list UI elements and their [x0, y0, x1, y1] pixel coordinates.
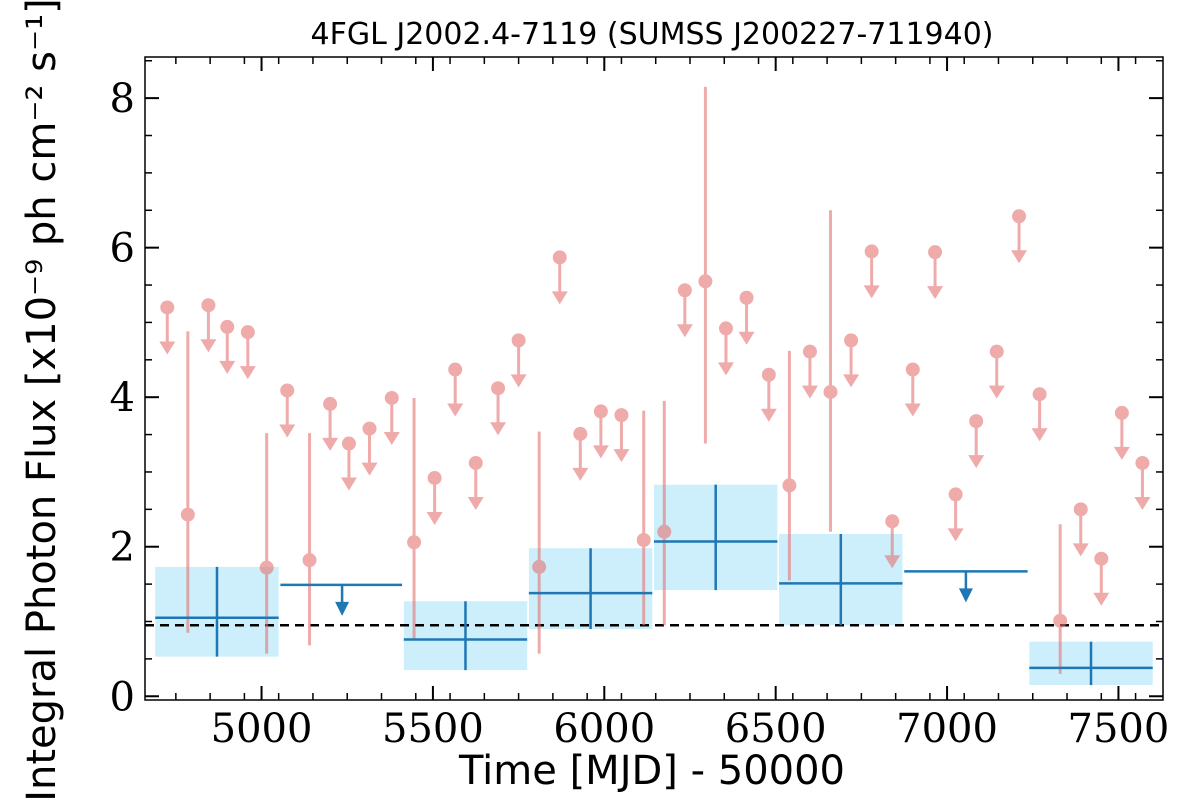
fine-upper-limit-arrow [863, 285, 880, 299]
fine-detection-point [180, 507, 195, 522]
y-tick-label: 4 [110, 375, 135, 421]
plot-frame [144, 56, 1164, 701]
fine-upper-limit-arrow [988, 385, 1005, 399]
chart-title: 4FGL J2002.4-7119 (SUMSS J200227-711940) [311, 17, 994, 52]
plot-area: 5000 5500 6000 6500 7000 7500 0 2 4 6 8 [110, 56, 1170, 752]
fine-upper-limit-arrow [383, 431, 400, 445]
fine-upper-limit-arrow [159, 341, 176, 355]
fine-upper-limit-arrow [968, 455, 985, 469]
fine-upper-limit-arrow [717, 362, 734, 376]
fine-upper-limit-arrow [947, 528, 964, 542]
fine-detection-point [823, 384, 838, 399]
x-tick-label: 6500 [725, 706, 827, 752]
fine-upper-limit-arrow [1134, 496, 1151, 510]
fine-detection-point [1053, 613, 1068, 628]
fine-upper-limit-arrow [510, 374, 527, 388]
fine-upper-limit-arrow [1072, 543, 1089, 557]
fine-upper-limit-arrow [447, 403, 464, 417]
coarse-upper-limit-arrow [335, 601, 350, 616]
fine-series [159, 86, 1151, 674]
fine-detection-point [657, 524, 672, 539]
fine-upper-limit-arrow [884, 555, 901, 569]
y-tick-label: 8 [110, 76, 135, 122]
fine-upper-limit-arrow [592, 445, 609, 459]
fine-upper-limit-arrow [572, 467, 589, 481]
fine-detection-point [259, 560, 274, 575]
fine-upper-limit-arrow [467, 496, 484, 510]
fine-upper-limit-arrow [340, 477, 357, 491]
fine-upper-limit-arrow [200, 339, 217, 353]
fine-detection-point [636, 532, 651, 547]
fine-upper-limit-arrow [1011, 250, 1028, 264]
fine-upper-limit-arrow [551, 291, 568, 305]
fine-upper-limit-arrow [1031, 428, 1048, 442]
fine-upper-limit-arrow [322, 437, 339, 451]
fine-upper-limit-arrow [361, 462, 378, 476]
coarse-upper-limit-arrow [958, 588, 973, 603]
fine-upper-limit-arrow [1093, 592, 1110, 606]
fine-detection-point [698, 274, 713, 289]
x-tick-label: 5000 [211, 706, 313, 752]
x-tick-label: 7500 [1068, 706, 1170, 752]
fine-upper-limit-arrow [279, 424, 296, 438]
fine-detection-point [782, 478, 797, 493]
fine-upper-limit-arrow [239, 366, 256, 380]
x-axis-label: Time [MJD] - 50000 [458, 748, 845, 794]
x-tick-label: 7000 [896, 706, 998, 752]
fine-upper-limit-arrow [760, 408, 777, 422]
fine-upper-limit-arrow [219, 360, 236, 374]
fine-upper-limit-point [928, 245, 943, 260]
fine-detection-point [407, 535, 422, 550]
y-axis-label: Integral Photon Flux [x10⁻⁹ ph cm⁻² s⁻¹] [19, 0, 65, 800]
x-tick-label: 5500 [382, 706, 484, 752]
y-tick-label: 0 [110, 674, 135, 720]
fine-upper-limit-arrow [738, 331, 755, 345]
fine-detection-point [302, 553, 317, 568]
fine-upper-limit-arrow [490, 422, 507, 436]
y-tick-label: 2 [110, 525, 135, 571]
fine-upper-limit-arrow [613, 449, 630, 463]
fine-upper-limit-arrow [676, 324, 693, 338]
fine-upper-limit-arrow [1113, 446, 1130, 460]
x-tick-label: 6000 [553, 706, 655, 752]
fine-upper-limit-arrow [426, 511, 443, 525]
fine-upper-limit-arrow [927, 286, 944, 300]
fine-detection-point [532, 559, 547, 574]
fine-upper-limit-arrow [801, 385, 818, 399]
fine-upper-limit-arrow [904, 403, 921, 417]
y-tick-label: 6 [110, 226, 135, 272]
fine-upper-limit-arrow [843, 374, 860, 388]
